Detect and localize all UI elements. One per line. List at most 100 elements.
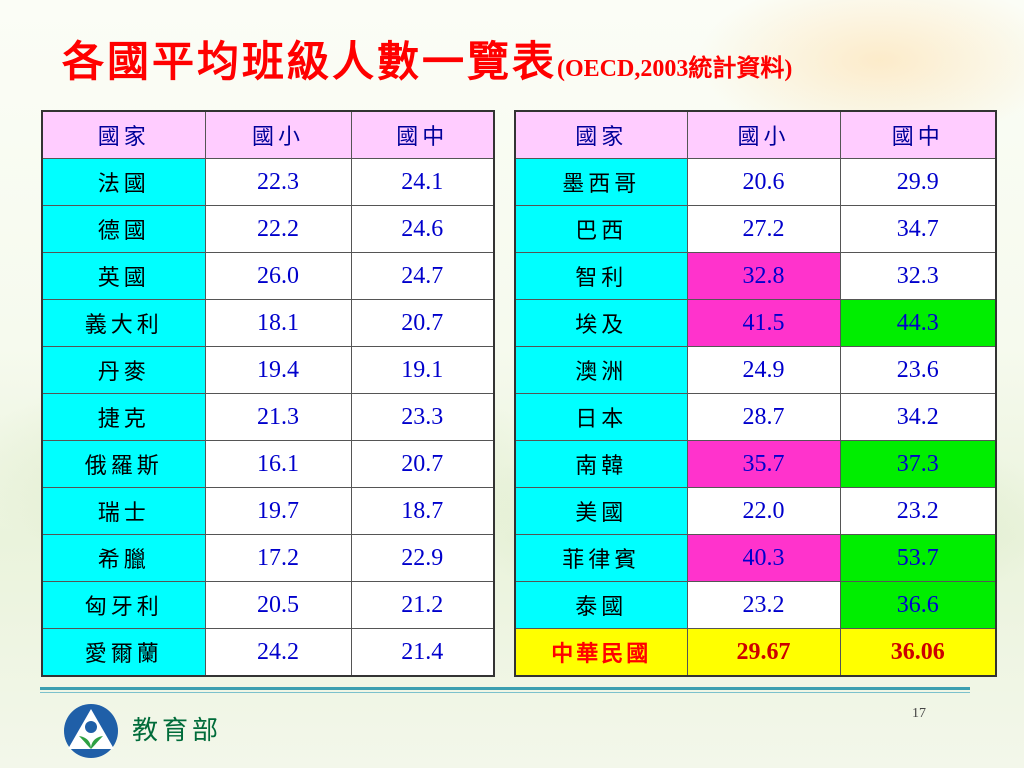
junior-cell: 21.4	[350, 628, 495, 677]
junior-cell: 19.1	[350, 346, 495, 394]
table-row-taiwan: 中華民國 29.67 36.06	[514, 628, 997, 677]
header-elementary: 國小	[686, 110, 841, 159]
table-row: 匈牙利 20.5 21.2	[41, 581, 495, 629]
country-cell: 菲律賓	[514, 534, 688, 582]
table-row: 巴西 27.2 34.7	[514, 205, 997, 253]
elementary-cell: 20.6	[686, 158, 841, 206]
junior-cell: 22.9	[350, 534, 495, 582]
country-cell: 墨西哥	[514, 158, 688, 206]
elementary-cell: 24.2	[204, 628, 352, 677]
junior-cell: 20.7	[350, 299, 495, 347]
junior-cell: 34.7	[839, 205, 997, 253]
elementary-cell: 20.5	[204, 581, 352, 629]
junior-cell: 21.2	[350, 581, 495, 629]
table-row: 德國 22.2 24.6	[41, 205, 495, 253]
elementary-cell: 21.3	[204, 393, 352, 441]
header-country: 國家	[41, 110, 206, 159]
table-row: 捷克 21.3 23.3	[41, 393, 495, 441]
header-junior: 國中	[350, 110, 495, 159]
elementary-cell: 22.3	[204, 158, 352, 206]
page-number: 17	[912, 706, 926, 721]
country-cell: 義大利	[41, 299, 206, 347]
country-cell: 希臘	[41, 534, 206, 582]
country-cell: 埃及	[514, 299, 688, 347]
header-country: 國家	[514, 110, 688, 159]
table-row: 智利 32.8 32.3	[514, 252, 997, 300]
footer-divider	[40, 687, 970, 690]
junior-cell: 20.7	[350, 440, 495, 488]
country-cell: 美國	[514, 487, 688, 535]
table-row: 泰國 23.2 36.6	[514, 581, 997, 629]
table-row: 法國 22.3 24.1	[41, 158, 495, 206]
country-cell: 愛爾蘭	[41, 628, 206, 677]
country-cell: 瑞士	[41, 487, 206, 535]
junior-cell: 24.6	[350, 205, 495, 253]
table-row: 義大利 18.1 20.7	[41, 299, 495, 347]
elementary-cell: 18.1	[204, 299, 352, 347]
elementary-cell-highlight: 32.8	[686, 252, 841, 300]
title-sub: (OECD,2003統計資料)	[557, 56, 793, 82]
country-cell: 泰國	[514, 581, 688, 629]
junior-cell-highlight: 37.3	[839, 440, 997, 488]
elementary-cell: 16.1	[204, 440, 352, 488]
country-cell: 法國	[41, 158, 206, 206]
table-row: 澳洲 24.9 23.6	[514, 346, 997, 394]
country-cell: 匈牙利	[41, 581, 206, 629]
country-cell-taiwan: 中華民國	[514, 628, 688, 677]
country-cell: 澳洲	[514, 346, 688, 394]
elementary-cell: 22.0	[686, 487, 841, 535]
header-junior: 國中	[839, 110, 997, 159]
table-row: 南韓 35.7 37.3	[514, 440, 997, 488]
junior-cell: 23.6	[839, 346, 997, 394]
country-cell: 德國	[41, 205, 206, 253]
table-header-row: 國家 國小 國中	[514, 110, 997, 159]
elementary-cell: 23.2	[686, 581, 841, 629]
slide-title: 各國平均班級人數一覽表(OECD,2003統計資料)	[62, 28, 792, 89]
elementary-cell: 27.2	[686, 205, 841, 253]
country-cell: 日本	[514, 393, 688, 441]
country-cell: 捷克	[41, 393, 206, 441]
junior-cell: 24.7	[350, 252, 495, 300]
table-row: 英國 26.0 24.7	[41, 252, 495, 300]
junior-cell: 32.3	[839, 252, 997, 300]
elementary-cell-taiwan: 29.67	[686, 628, 841, 677]
table-row: 日本 28.7 34.2	[514, 393, 997, 441]
junior-cell-highlight: 53.7	[839, 534, 997, 582]
junior-cell: 23.3	[350, 393, 495, 441]
table-row: 墨西哥 20.6 29.9	[514, 158, 997, 206]
table-row: 俄羅斯 16.1 20.7	[41, 440, 495, 488]
elementary-cell: 26.0	[204, 252, 352, 300]
class-size-table-right: 國家 國小 國中 墨西哥 20.6 29.9 巴西 27.2 34.7 智利 3…	[514, 110, 997, 677]
class-size-table-left: 國家 國小 國中 法國 22.3 24.1 德國 22.2 24.6 英國 26…	[41, 110, 495, 677]
junior-cell-highlight: 36.6	[839, 581, 997, 629]
footer-org-name: 教育部	[132, 716, 223, 746]
country-cell: 南韓	[514, 440, 688, 488]
table-header-row: 國家 國小 國中	[41, 110, 495, 159]
country-cell: 巴西	[514, 205, 688, 253]
country-cell: 智利	[514, 252, 688, 300]
elementary-cell: 17.2	[204, 534, 352, 582]
elementary-cell: 22.2	[204, 205, 352, 253]
table-row: 菲律賓 40.3 53.7	[514, 534, 997, 582]
elementary-cell: 28.7	[686, 393, 841, 441]
header-elementary: 國小	[204, 110, 352, 159]
table-row: 埃及 41.5 44.3	[514, 299, 997, 347]
table-row: 瑞士 19.7 18.7	[41, 487, 495, 535]
country-cell: 丹麥	[41, 346, 206, 394]
table-row: 美國 22.0 23.2	[514, 487, 997, 535]
junior-cell: 34.2	[839, 393, 997, 441]
junior-cell: 29.9	[839, 158, 997, 206]
junior-cell: 18.7	[350, 487, 495, 535]
junior-cell-taiwan: 36.06	[839, 628, 997, 677]
table-row: 丹麥 19.4 19.1	[41, 346, 495, 394]
elementary-cell: 19.4	[204, 346, 352, 394]
moe-logo-icon	[64, 704, 118, 758]
elementary-cell-highlight: 41.5	[686, 299, 841, 347]
junior-cell: 23.2	[839, 487, 997, 535]
title-main: 各國平均班級人數一覽表	[62, 37, 558, 86]
table-row: 希臘 17.2 22.9	[41, 534, 495, 582]
footer-divider-thin	[40, 692, 970, 693]
country-cell: 英國	[41, 252, 206, 300]
country-cell: 俄羅斯	[41, 440, 206, 488]
elementary-cell-highlight: 40.3	[686, 534, 841, 582]
